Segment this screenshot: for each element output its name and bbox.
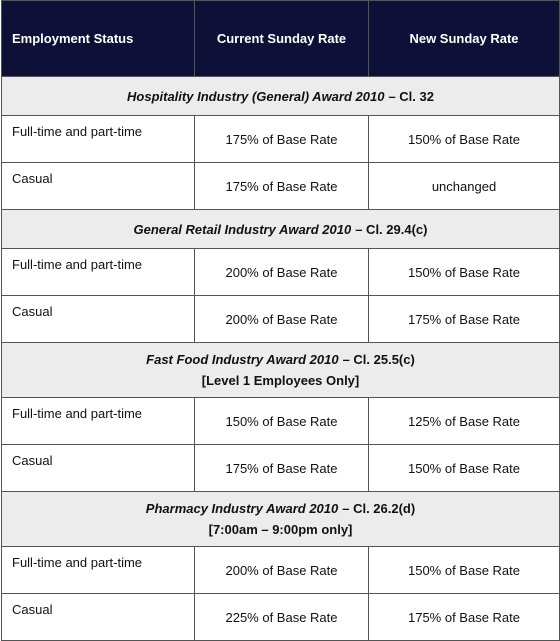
cell: unchanged [368, 162, 560, 210]
cell: Casual [1, 444, 195, 492]
cell: Full-time and part-time [1, 397, 195, 445]
cell: 200% of Base Rate [194, 295, 369, 343]
award-clause: – Cl. 29.4(c) [355, 221, 428, 237]
column-header: Employment Status [1, 0, 195, 77]
data-row: Full-time and part-time 200% of Base Rate… [1, 248, 560, 296]
award-name: General Retail Industry Award 2010 [133, 221, 352, 237]
section-title: General Retail Industry Award 2010– Cl. … [1, 209, 560, 249]
data-row: Full-time and part-time 175% of Base Rate… [1, 115, 560, 163]
section-title: Hospitality Industry (General) Award 201… [1, 76, 560, 116]
cell: Full-time and part-time [1, 546, 195, 594]
cell: 225% of Base Rate [194, 593, 369, 641]
column-header: Current Sunday Rate [194, 0, 369, 77]
award-note: [Level 1 Employees Only] [201, 373, 360, 388]
data-row: Casual 175% of Base Rate 150% of Base Rate [1, 444, 560, 492]
data-row: Casual 200% of Base Rate 175% of Base Rate [1, 295, 560, 343]
cell: 200% of Base Rate [194, 546, 369, 594]
cell: 150% of Base Rate [368, 248, 560, 296]
cell: 175% of Base Rate [368, 295, 560, 343]
cell: 175% of Base Rate [194, 115, 369, 163]
section-row: Pharmacy Industry Award 2010– Cl. 26.2(d… [1, 491, 560, 547]
cell: 175% of Base Rate [194, 444, 369, 492]
award-clause: – Cl. 25.5(c) [342, 352, 415, 367]
cell: Casual [1, 295, 195, 343]
cell: 150% of Base Rate [368, 546, 560, 594]
section-title: Fast Food Industry Award 2010– Cl. 25.5(… [1, 342, 560, 398]
award-name: Hospitality Industry (General) Award 201… [127, 88, 385, 104]
award-name: Fast Food Industry Award 2010 [146, 352, 339, 367]
column-header: New Sunday Rate [368, 0, 560, 77]
cell: Full-time and part-time [1, 115, 195, 163]
cell: 200% of Base Rate [194, 248, 369, 296]
section-row: Hospitality Industry (General) Award 201… [1, 76, 560, 116]
data-row: Full-time and part-time 150% of Base Rate… [1, 397, 560, 445]
header-row: Employment Status Current Sunday Rate New … [1, 0, 560, 77]
cell: 150% of Base Rate [194, 397, 369, 445]
cell: 125% of Base Rate [368, 397, 560, 445]
section-row: Fast Food Industry Award 2010– Cl. 25.5(… [1, 342, 560, 398]
award-clause: – Cl. 26.2(d) [342, 501, 416, 516]
data-row: Casual 225% of Base Rate 175% of Base Rate [1, 593, 560, 641]
section-row: General Retail Industry Award 2010– Cl. … [1, 209, 560, 249]
cell: Full-time and part-time [1, 248, 195, 296]
cell: 150% of Base Rate [368, 444, 560, 492]
data-row: Full-time and part-time 200% of Base Rate… [1, 546, 560, 594]
award-note: [7:00am – 9:00pm only] [208, 522, 353, 537]
data-row: Casual 175% of Base Rate unchanged [1, 162, 560, 210]
cell: Casual [1, 593, 195, 641]
section-title: Pharmacy Industry Award 2010– Cl. 26.2(d… [1, 491, 560, 547]
cell: 175% of Base Rate [194, 162, 369, 210]
cell: 150% of Base Rate [368, 115, 560, 163]
award-name: Pharmacy Industry Award 2010 [145, 501, 339, 516]
award-clause: – Cl. 32 [388, 88, 434, 104]
cell: 175% of Base Rate [368, 593, 560, 641]
cell: Casual [1, 162, 195, 210]
